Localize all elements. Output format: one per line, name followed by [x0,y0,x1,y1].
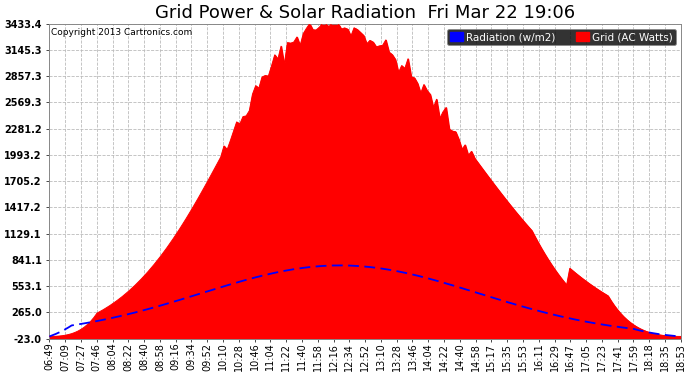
Text: Copyright 2013 Cartronics.com: Copyright 2013 Cartronics.com [50,28,192,38]
Title: Grid Power & Solar Radiation  Fri Mar 22 19:06: Grid Power & Solar Radiation Fri Mar 22 … [155,4,575,22]
Legend: Radiation (w/m2), Grid (AC Watts): Radiation (w/m2), Grid (AC Watts) [447,29,676,45]
